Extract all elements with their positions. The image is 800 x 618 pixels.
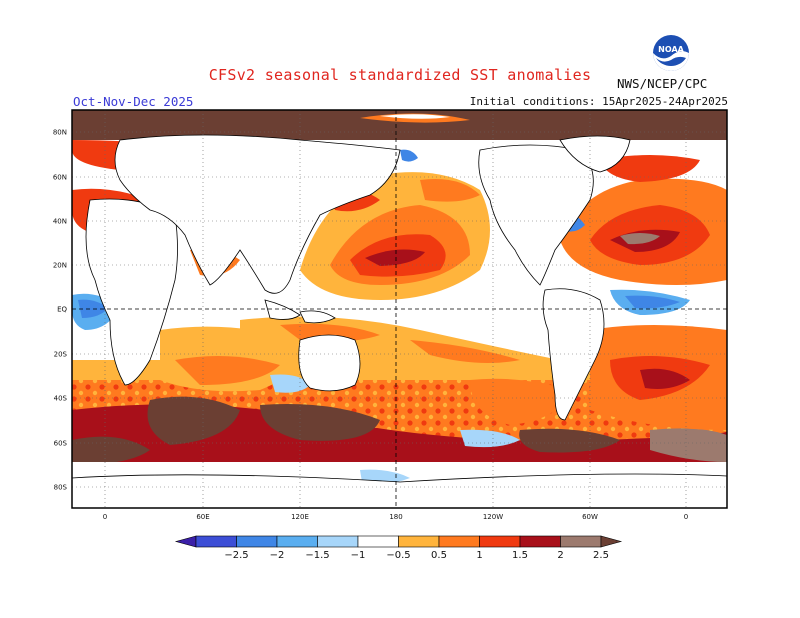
colorbar-swatch-7 xyxy=(479,535,521,548)
map-frame xyxy=(71,109,728,509)
australia xyxy=(298,334,361,392)
colorbar: −2.5 −2 −1.5 −1 −0.5 0.5 1 1.5 2 2.5 xyxy=(174,535,623,561)
map-title: CFSv2 seasonal standardized SST anomalie… xyxy=(208,66,592,84)
colorbar-swatch-4 xyxy=(357,535,399,548)
lat-label-40n: 40N xyxy=(53,218,67,226)
colorbar-arrow-right xyxy=(600,535,623,548)
colorbar-swatch-1 xyxy=(236,535,278,548)
colorbar-label-1: −2 xyxy=(270,550,285,561)
initial-conditions: Initial conditions: 15Apr2025-24Apr2025 xyxy=(469,95,728,108)
colorbar-swatch-5 xyxy=(398,535,440,548)
colorbar-label-3: −1 xyxy=(351,550,366,561)
colorbar-swatch-6 xyxy=(438,535,480,548)
colorbar-label-9: 2.5 xyxy=(593,550,609,561)
lon-label-0: 0 xyxy=(103,513,107,521)
lat-label-80s: 80S xyxy=(54,484,68,492)
lon-label-4: 120W xyxy=(483,513,503,521)
lon-label-6: 0 xyxy=(684,513,688,521)
lat-label-20s: 20S xyxy=(54,351,68,359)
colorbar-swatch-0 xyxy=(195,535,237,548)
agency-label: NWS/NCEP/CPC xyxy=(617,76,708,91)
continents xyxy=(72,134,727,508)
lat-label-40s: 40S xyxy=(54,395,68,403)
colorbar-swatch-8 xyxy=(519,535,561,548)
antarctica xyxy=(72,473,727,508)
lon-label-1: 60E xyxy=(196,513,209,521)
eurasia xyxy=(114,134,401,294)
colorbar-swatch-2 xyxy=(276,535,318,548)
colorbar-label-7: 1.5 xyxy=(512,550,528,561)
latitude-labels: 80N 60N 40N 20N EQ 20S 40S 60S 80S xyxy=(53,129,68,492)
greenland xyxy=(559,135,631,173)
colorbar-label-2: −1.5 xyxy=(305,550,329,561)
indonesia xyxy=(264,299,301,320)
colorbar-label-8: 2 xyxy=(557,550,563,561)
colorbar-label-6: 1 xyxy=(476,550,482,561)
longitude-labels: 0 60E 120E 180 120W 60W 0 xyxy=(103,513,688,521)
lat-label-20n: 20N xyxy=(53,262,67,270)
colorbar-label-4: −0.5 xyxy=(386,550,410,561)
lat-label-80n: 80N xyxy=(53,129,67,137)
noaa-logo-icon: NOAA xyxy=(653,35,689,71)
colorbar-label-5: 0.5 xyxy=(431,550,447,561)
forecast-period: Oct-Nov-Dec 2025 xyxy=(73,94,194,109)
lon-label-5: 60W xyxy=(582,513,598,521)
south-america xyxy=(542,288,605,421)
colorbar-label-0: −2.5 xyxy=(224,550,248,561)
lat-label-60s: 60S xyxy=(54,440,68,448)
colorbar-swatch-3 xyxy=(317,535,359,548)
logo-text: NOAA xyxy=(658,45,684,54)
lat-label-60n: 60N xyxy=(53,174,67,182)
lat-label-eq: EQ xyxy=(57,306,67,314)
colorbar-arrow-left xyxy=(174,535,197,548)
anomaly-field xyxy=(72,110,727,508)
colorbar-swatch-9 xyxy=(560,535,602,548)
lon-label-3: 180 xyxy=(389,513,402,521)
lon-label-2: 120E xyxy=(291,513,309,521)
